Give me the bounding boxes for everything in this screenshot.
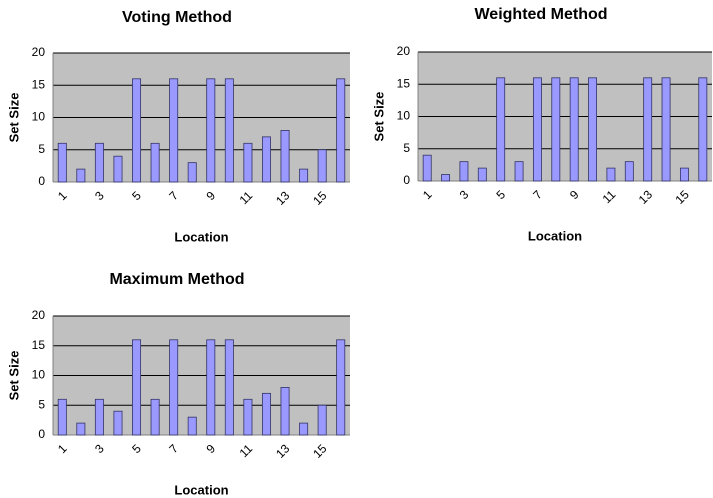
bar (422, 154, 432, 182)
x-tick-label: 5 (129, 441, 144, 456)
x-tick-label: 9 (204, 441, 219, 456)
bar (187, 416, 197, 436)
bar (514, 161, 524, 182)
bar (698, 77, 708, 182)
x-tick-label: 1 (420, 187, 435, 202)
x-tick-label: 15 (310, 441, 330, 461)
bar (459, 161, 469, 182)
bar (113, 410, 123, 436)
x-tick-label: 3 (457, 187, 472, 202)
x-axis-title: Location (528, 228, 582, 243)
y-axis-title: Set Size (6, 351, 21, 401)
y-tick-label: 20 (32, 308, 46, 322)
bar (224, 78, 234, 183)
x-tick-label: 1 (55, 188, 70, 203)
y-axis-title: Set Size (371, 92, 386, 142)
x-axis-title: Location (174, 482, 228, 497)
x-tick-label: 3 (92, 441, 107, 456)
bar (624, 161, 634, 182)
x-tick-label: 11 (237, 441, 256, 460)
bar (206, 339, 216, 436)
y-axis-title: Set Size (6, 93, 21, 143)
bar (606, 167, 616, 182)
bar (261, 392, 271, 436)
y-tick-label: 20 (32, 45, 46, 59)
bar (187, 162, 197, 183)
bar (441, 174, 451, 182)
bar (224, 339, 234, 436)
bar (551, 77, 561, 182)
y-tick-label: 10 (32, 110, 46, 124)
bar (336, 339, 346, 436)
bar (243, 398, 253, 436)
bar (532, 77, 542, 182)
x-tick-label: 15 (672, 187, 692, 207)
x-tick-label: 1 (55, 441, 70, 456)
x-tick-label: 3 (92, 188, 107, 203)
bar (57, 398, 67, 436)
bar (280, 386, 290, 436)
y-tick-label: 20 (397, 44, 411, 58)
y-tick-label: 10 (397, 109, 411, 123)
bar (243, 142, 253, 183)
x-tick-label: 5 (129, 188, 144, 203)
x-tick-label: 9 (567, 187, 582, 202)
bar (169, 339, 179, 436)
bar (299, 168, 309, 183)
bar (76, 168, 86, 183)
x-tick-label: 11 (600, 187, 619, 206)
bar (317, 149, 327, 183)
x-tick-label: 13 (273, 441, 293, 461)
y-tick-label: 5 (403, 141, 410, 155)
bar (569, 77, 579, 182)
bar (261, 136, 271, 183)
chart-title: Weighted Method (474, 6, 607, 23)
chart-title: Maximum Method (109, 271, 244, 288)
bar (477, 167, 487, 182)
bar (150, 142, 160, 183)
bar (132, 78, 142, 183)
x-tick-label: 5 (493, 187, 508, 202)
bar (132, 339, 142, 436)
bar (336, 78, 346, 183)
y-tick-label: 0 (38, 174, 45, 188)
x-tick-label: 7 (166, 188, 181, 203)
x-axis-title: Location (174, 229, 228, 244)
y-tick-label: 0 (38, 427, 45, 441)
bar (94, 398, 104, 436)
bar (76, 422, 86, 436)
bar (679, 167, 689, 182)
x-tick-label: 9 (204, 188, 219, 203)
bar (169, 78, 179, 183)
bar (94, 142, 104, 183)
bar (496, 77, 506, 182)
x-tick-label: 15 (310, 188, 330, 208)
bar (113, 155, 123, 183)
y-tick-label: 15 (32, 338, 46, 352)
y-tick-label: 5 (38, 142, 45, 156)
x-tick-label: 13 (636, 187, 656, 207)
bar (588, 77, 598, 182)
y-tick-label: 15 (32, 77, 46, 91)
x-tick-label: 7 (530, 187, 545, 202)
bar (299, 422, 309, 436)
bar (661, 77, 671, 182)
bar (150, 398, 160, 436)
y-tick-label: 10 (32, 368, 46, 382)
x-tick-label: 11 (237, 188, 256, 207)
bar (317, 404, 327, 436)
y-tick-label: 0 (403, 173, 410, 187)
chart-title: Voting Method (122, 9, 232, 26)
x-tick-label: 7 (166, 441, 181, 456)
x-tick-label: 13 (273, 188, 293, 208)
bar (57, 142, 67, 183)
y-tick-label: 15 (397, 76, 411, 90)
bar (206, 78, 216, 183)
y-tick-label: 5 (38, 397, 45, 411)
bar (280, 129, 290, 183)
bar (643, 77, 653, 182)
